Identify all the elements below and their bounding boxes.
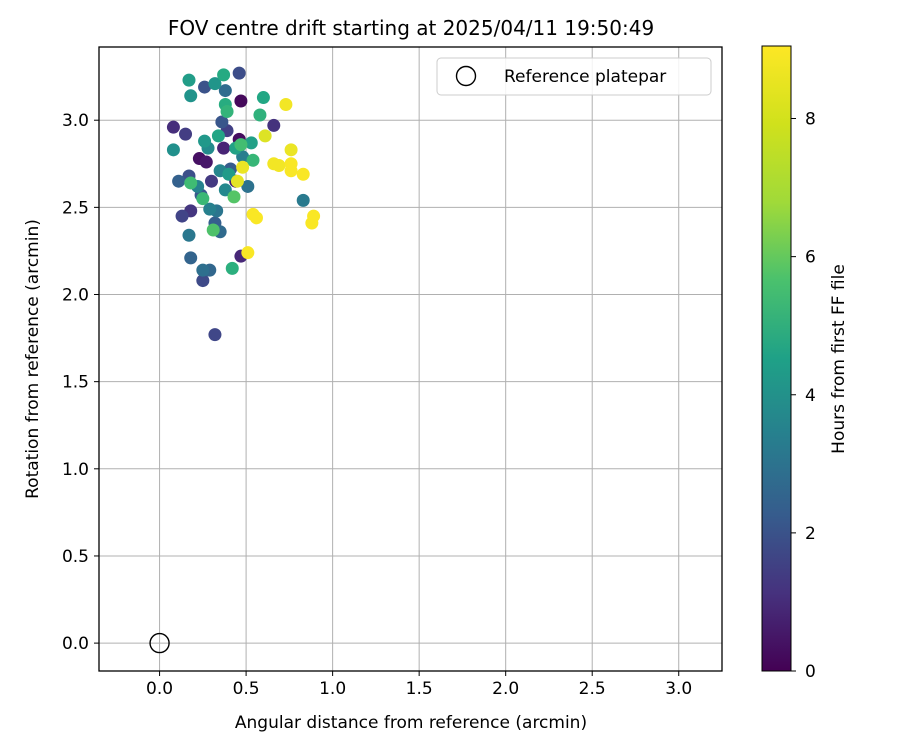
x-tick-label: 1.5 [406, 679, 433, 699]
data-point [206, 223, 220, 237]
y-axis-ticks: 0.0 0.5 1.0 1.5 2.0 2.5 3.0 [62, 111, 99, 654]
data-point [296, 193, 310, 207]
data-point [184, 176, 198, 190]
legend-box [436, 57, 712, 96]
data-point [222, 167, 236, 181]
y-axis-title: Rotation from reference (arcmin) [23, 219, 43, 499]
data-point [198, 134, 212, 148]
y-tick-label: 1.5 [62, 373, 89, 393]
y-tick-label: 2.5 [62, 198, 89, 218]
data-point [220, 104, 234, 118]
y-tick-label: 0.5 [62, 547, 89, 567]
colorbar: 0 2 4 6 8 Hours from first FF file [761, 45, 849, 682]
data-point [249, 211, 263, 225]
data-point [217, 141, 231, 155]
data-point [208, 328, 222, 342]
data-point [172, 174, 186, 188]
data-point [241, 179, 255, 193]
data-point [307, 209, 321, 223]
data-point [215, 115, 229, 129]
colorbar-tick-label: 0 [805, 662, 816, 682]
chart-title: FOV centre drift starting at 2025/04/11 … [168, 16, 654, 40]
reference-marker [149, 632, 170, 654]
grid [99, 47, 722, 671]
data-point [179, 127, 193, 141]
data-point [196, 192, 210, 206]
data-point [258, 129, 272, 143]
colorbar-gradient [761, 45, 792, 672]
data-point [218, 183, 232, 197]
data-point [241, 246, 255, 260]
legend-reference-marker [455, 65, 477, 87]
data-point [166, 143, 180, 157]
data-point [244, 136, 258, 150]
data-point [272, 159, 286, 173]
data-point [175, 209, 189, 223]
data-point [203, 202, 217, 216]
y-tick-label: 0.0 [62, 634, 89, 654]
data-point [230, 174, 244, 188]
x-tick-label: 2.5 [579, 679, 606, 699]
colorbar-tick-label: 2 [805, 524, 816, 544]
data-point [182, 228, 196, 242]
data-point [204, 174, 218, 188]
data-point [253, 108, 267, 122]
data-point [218, 84, 232, 98]
data-point [232, 66, 246, 80]
data-point [236, 160, 250, 174]
data-point [227, 190, 241, 204]
data-point [198, 80, 212, 94]
data-point [208, 77, 222, 91]
legend: Reference platepar [436, 57, 712, 96]
data-point [196, 263, 210, 277]
data-point [246, 153, 260, 167]
plot-frame [98, 46, 723, 672]
data-point [184, 251, 198, 265]
x-tick-label: 0.0 [146, 679, 173, 699]
data-point [236, 150, 250, 164]
x-tick-label: 2.0 [492, 679, 519, 699]
data-point [184, 89, 198, 103]
data-point [217, 68, 231, 82]
data-point [166, 120, 180, 134]
data-point [211, 129, 225, 143]
colorbar-tick-label: 4 [805, 386, 816, 406]
colorbar-ticks: 0 2 4 6 8 [791, 110, 816, 682]
data-point [182, 73, 196, 87]
x-axis-ticks: 0.0 0.5 1.0 1.5 2.0 2.5 3.0 [146, 671, 692, 699]
data-point [279, 98, 293, 112]
data-point [256, 91, 270, 105]
y-tick-label: 2.0 [62, 286, 89, 306]
data-point [267, 118, 281, 132]
colorbar-tick-label: 8 [805, 110, 816, 130]
colorbar-tick-label: 6 [805, 248, 816, 268]
data-point [225, 261, 239, 275]
data-point [234, 94, 248, 108]
x-tick-label: 1.0 [319, 679, 346, 699]
legend-label: Reference platepar [504, 67, 666, 87]
data-point [296, 167, 310, 181]
data-point [234, 138, 248, 152]
reference-marker-group [149, 632, 170, 654]
colorbar-label: Hours from first FF file [829, 264, 849, 454]
y-tick-label: 3.0 [62, 111, 89, 131]
data-points [166, 66, 321, 342]
x-tick-label: 3.0 [665, 679, 692, 699]
data-point [284, 157, 298, 171]
y-tick-label: 1.0 [62, 460, 89, 480]
data-point [196, 274, 210, 288]
x-axis-title: Angular distance from reference (arcmin) [235, 713, 587, 733]
data-point [284, 143, 298, 157]
data-point [199, 155, 213, 169]
x-tick-label: 0.5 [233, 679, 260, 699]
